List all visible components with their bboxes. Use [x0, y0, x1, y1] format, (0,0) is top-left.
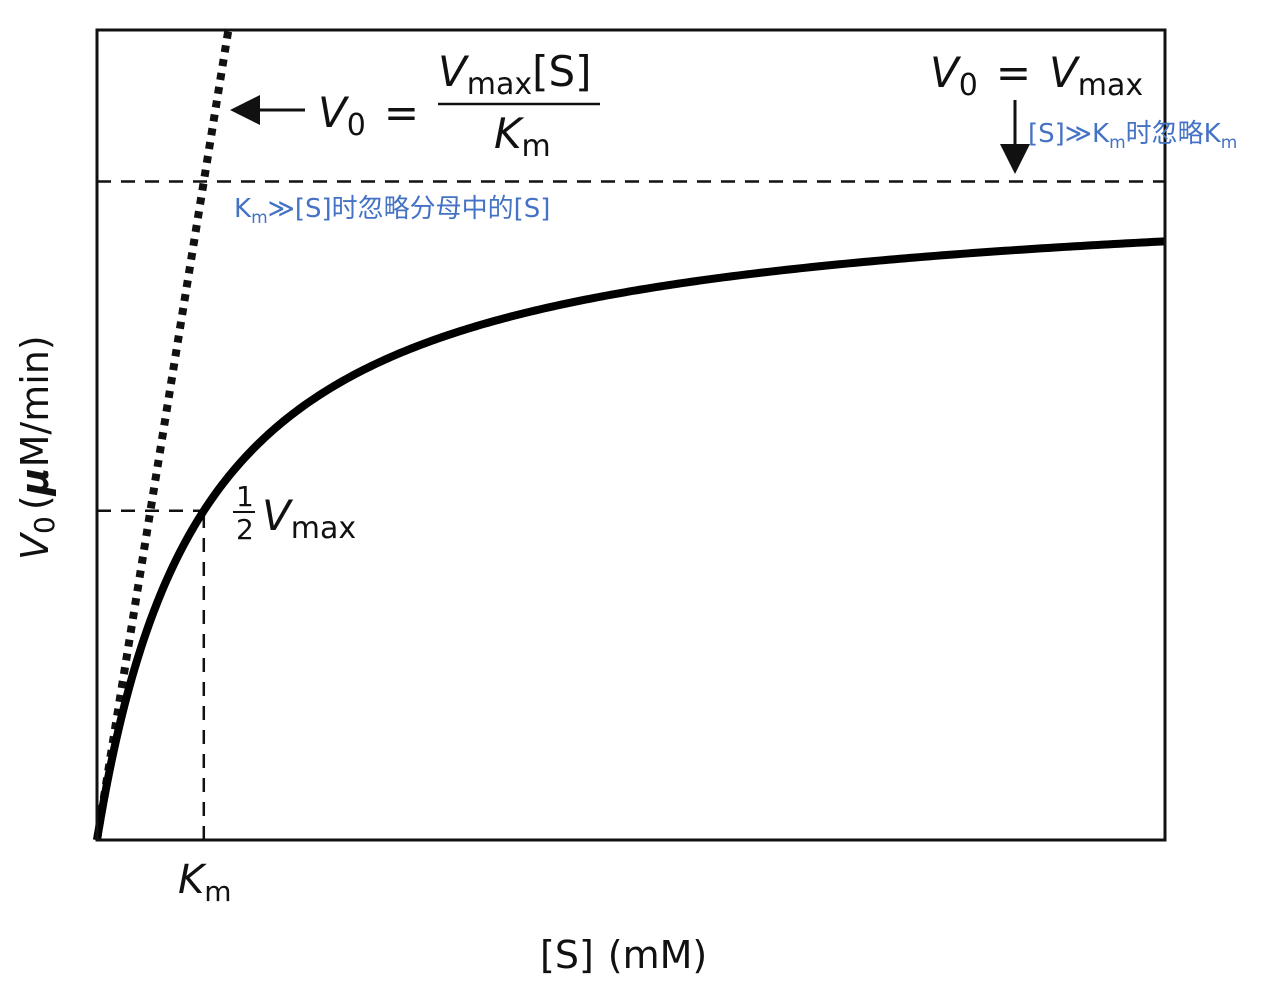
half-vmax-label: 1 2 Vmax [233, 480, 356, 546]
vmax-formula-text: V0 = Vmax [930, 48, 1143, 103]
x-tick-label-km: Km [178, 857, 232, 908]
linear-formula: V0 = Vmax[S] Km [230, 47, 600, 164]
note-low-substrate: Km≫[S]时忽略分母中的[S] [234, 194, 550, 228]
half-vmax-denominator: 2 [236, 513, 254, 546]
linear-formula-lhs: V0 = [318, 88, 419, 143]
series-michaelis-menten-curve [93, 237, 1166, 844]
linear-formula-denominator: Km [494, 109, 551, 164]
plot-frame [95, 28, 1167, 842]
plot-layer [93, 29, 1166, 844]
half-vmax-numerator: 1 [236, 480, 254, 513]
note-high-substrate: [S]≫Km时忽略Km [1028, 119, 1237, 153]
y-axis-label: V0(μM/min) [13, 335, 61, 560]
vmax-formula: V0 = Vmax [930, 48, 1143, 174]
half-vmax-symbol: Vmax [262, 491, 356, 546]
x-axis-label: [S] (mM) [540, 933, 707, 977]
linear-formula-numerator: Vmax[S] [438, 47, 592, 102]
series-linear-approximation [93, 29, 233, 841]
